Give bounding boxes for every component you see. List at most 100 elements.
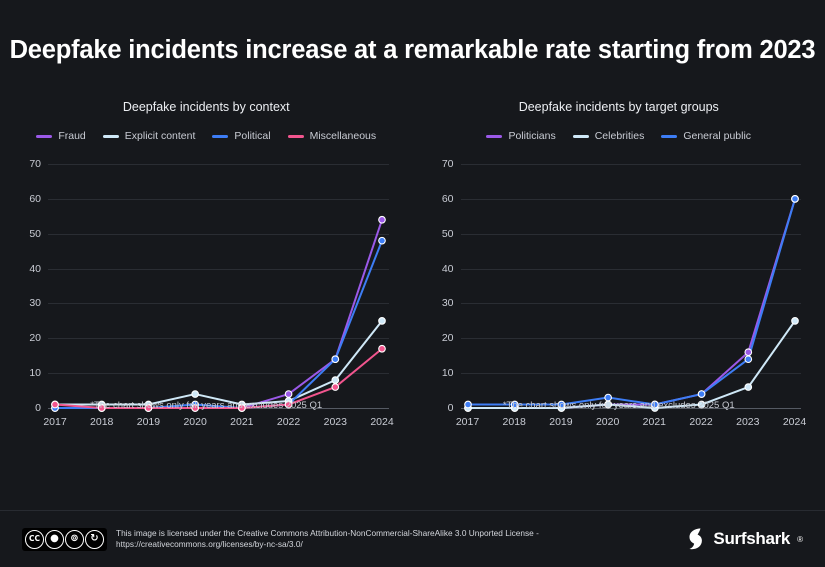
license-text: This image is licensed under the Creativ…	[116, 528, 539, 550]
cc-nc-icon: ⊚	[65, 529, 84, 549]
data-point[interactable]	[650, 400, 659, 409]
legend-label: Political	[234, 130, 271, 142]
gridline	[48, 233, 389, 235]
data-point[interactable]	[284, 390, 293, 398]
x-axis-tick-label: 2022	[276, 416, 301, 428]
data-point[interactable]	[331, 355, 340, 364]
x-axis-tick-label: 2021	[642, 416, 667, 428]
gridline	[460, 164, 801, 165]
data-point[interactable]	[510, 400, 519, 409]
data-point[interactable]	[378, 344, 386, 353]
y-axis-tick-label: 70	[441, 158, 454, 170]
y-axis-tick-label: 0	[35, 402, 41, 414]
gridline	[460, 233, 801, 235]
x-axis-tick-label: 2017	[455, 416, 480, 428]
gridline	[460, 198, 801, 200]
brand-registered-mark: ®	[797, 534, 803, 544]
y-axis-tick-label: 20	[441, 332, 454, 345]
x-axis-tick-label: 2023	[736, 416, 760, 428]
legend-swatch-icon	[486, 134, 503, 138]
chart-legend-targets: Politicians Celebrities General public	[413, 130, 825, 142]
gridline	[460, 338, 801, 340]
footer-divider	[0, 510, 825, 511]
legend-label: Miscellaneous	[309, 130, 377, 142]
license-block: CC ● ⊚ ↻ This image is licensed under th…	[22, 527, 539, 551]
plot-context: 0 10 20 30 40 50 60 70 2017 2018 2019 2020 2021 2022 2…	[29, 158, 393, 428]
legend-swatch-icon	[572, 134, 589, 138]
series-line	[466, 197, 796, 409]
legend-label: Celebrities	[594, 130, 645, 142]
data-point[interactable]	[378, 317, 386, 325]
chart-title-context: Deepfake incidents by context	[122, 100, 290, 114]
legend-label: Politicians	[508, 130, 556, 142]
x-axis-tick-label: 2018	[502, 416, 526, 428]
legend-swatch-icon	[102, 134, 119, 138]
series-line	[466, 319, 796, 409]
legend-label: Explicit content	[124, 130, 196, 142]
data-point[interactable]	[51, 400, 59, 409]
x-axis-tick-label: 2017	[43, 416, 67, 428]
data-point[interactable]	[378, 236, 386, 245]
data-point[interactable]	[463, 400, 472, 409]
plot-targets: 0 10 20 30 40 50 60 70 2017 2018 2019 2020 2021 2022 2…	[442, 158, 806, 428]
data-point[interactable]	[603, 393, 612, 402]
data-point[interactable]	[557, 400, 565, 409]
gridline	[460, 303, 801, 305]
data-point[interactable]	[790, 195, 799, 203]
y-axis-tick-label: 10	[441, 367, 454, 380]
legend-item[interactable]: Miscellaneous	[287, 130, 377, 142]
data-point[interactable]	[144, 404, 153, 412]
data-point[interactable]	[790, 317, 799, 325]
legend-item[interactable]: Explicit content	[102, 130, 196, 142]
chart-panel-targets: Deepfake incidents by target groups Poli…	[413, 100, 825, 444]
data-point[interactable]	[697, 390, 705, 398]
data-point[interactable]	[238, 404, 246, 412]
series-lines	[51, 215, 386, 412]
data-point[interactable]	[743, 355, 752, 364]
chart-legend-context: Fraud Explicit content Political Miscellane…	[0, 130, 413, 142]
data-point[interactable]	[191, 390, 199, 398]
y-axis-tick-label: 20	[29, 332, 41, 345]
legend-label: General public	[683, 130, 752, 142]
data-point[interactable]	[697, 400, 705, 409]
y-axis-tick-label: 30	[29, 297, 41, 310]
chart-panel-context: Deepfake incidents by context Fraud Expli…	[0, 100, 413, 444]
data-point[interactable]	[97, 404, 106, 412]
legend-label: Fraud	[58, 130, 86, 142]
data-point[interactable]	[331, 383, 340, 391]
license-line-2[interactable]: https://creativecommons.org/licenses/by-…	[116, 539, 303, 549]
gridline	[48, 164, 389, 165]
data-point[interactable]	[191, 404, 199, 412]
data-point[interactable]	[331, 376, 340, 384]
surfshark-mark-icon	[689, 528, 703, 550]
license-line-1: This image is licensed under the Creativ…	[116, 527, 539, 538]
legend-item[interactable]: General public	[661, 130, 751, 142]
x-axis-tick-label: 2019	[136, 416, 161, 428]
legend-item[interactable]: Fraud	[36, 130, 86, 142]
data-point[interactable]	[743, 348, 752, 357]
x-axis-tick-label: 2024	[782, 416, 807, 428]
page-title: Deepfake incidents increase at a remarka…	[9, 36, 816, 64]
chart-note-targets: *The chart shows only full years and exc…	[502, 400, 735, 411]
brand-name: Surfshark	[713, 529, 791, 548]
x-axis-tick-label: 2023	[323, 416, 347, 428]
x-axis-tick-label: 2020	[183, 416, 207, 428]
y-axis-tick-label: 40	[29, 262, 41, 275]
chart-area-targets: 0 10 20 30 40 50 60 70 2017 2018 2019 2020 2021 2022 2…	[431, 156, 808, 444]
gridline	[460, 268, 801, 270]
gridline	[48, 198, 389, 200]
data-point[interactable]	[284, 400, 293, 409]
gridline	[48, 338, 389, 340]
y-axis-tick-label: 60	[29, 192, 41, 205]
legend-item[interactable]: Political	[212, 130, 271, 142]
legend-item[interactable]: Politicians	[486, 130, 556, 142]
data-point[interactable]	[378, 215, 386, 224]
y-axis-tick-label: 60	[441, 192, 454, 205]
data-point[interactable]	[743, 383, 752, 391]
y-axis-tick-label: 70	[29, 158, 41, 170]
creative-commons-badge: CC ● ⊚ ↻	[22, 527, 107, 551]
series-line	[54, 319, 383, 406]
gridline	[460, 373, 801, 375]
legend-item[interactable]: Celebrities	[572, 130, 645, 142]
